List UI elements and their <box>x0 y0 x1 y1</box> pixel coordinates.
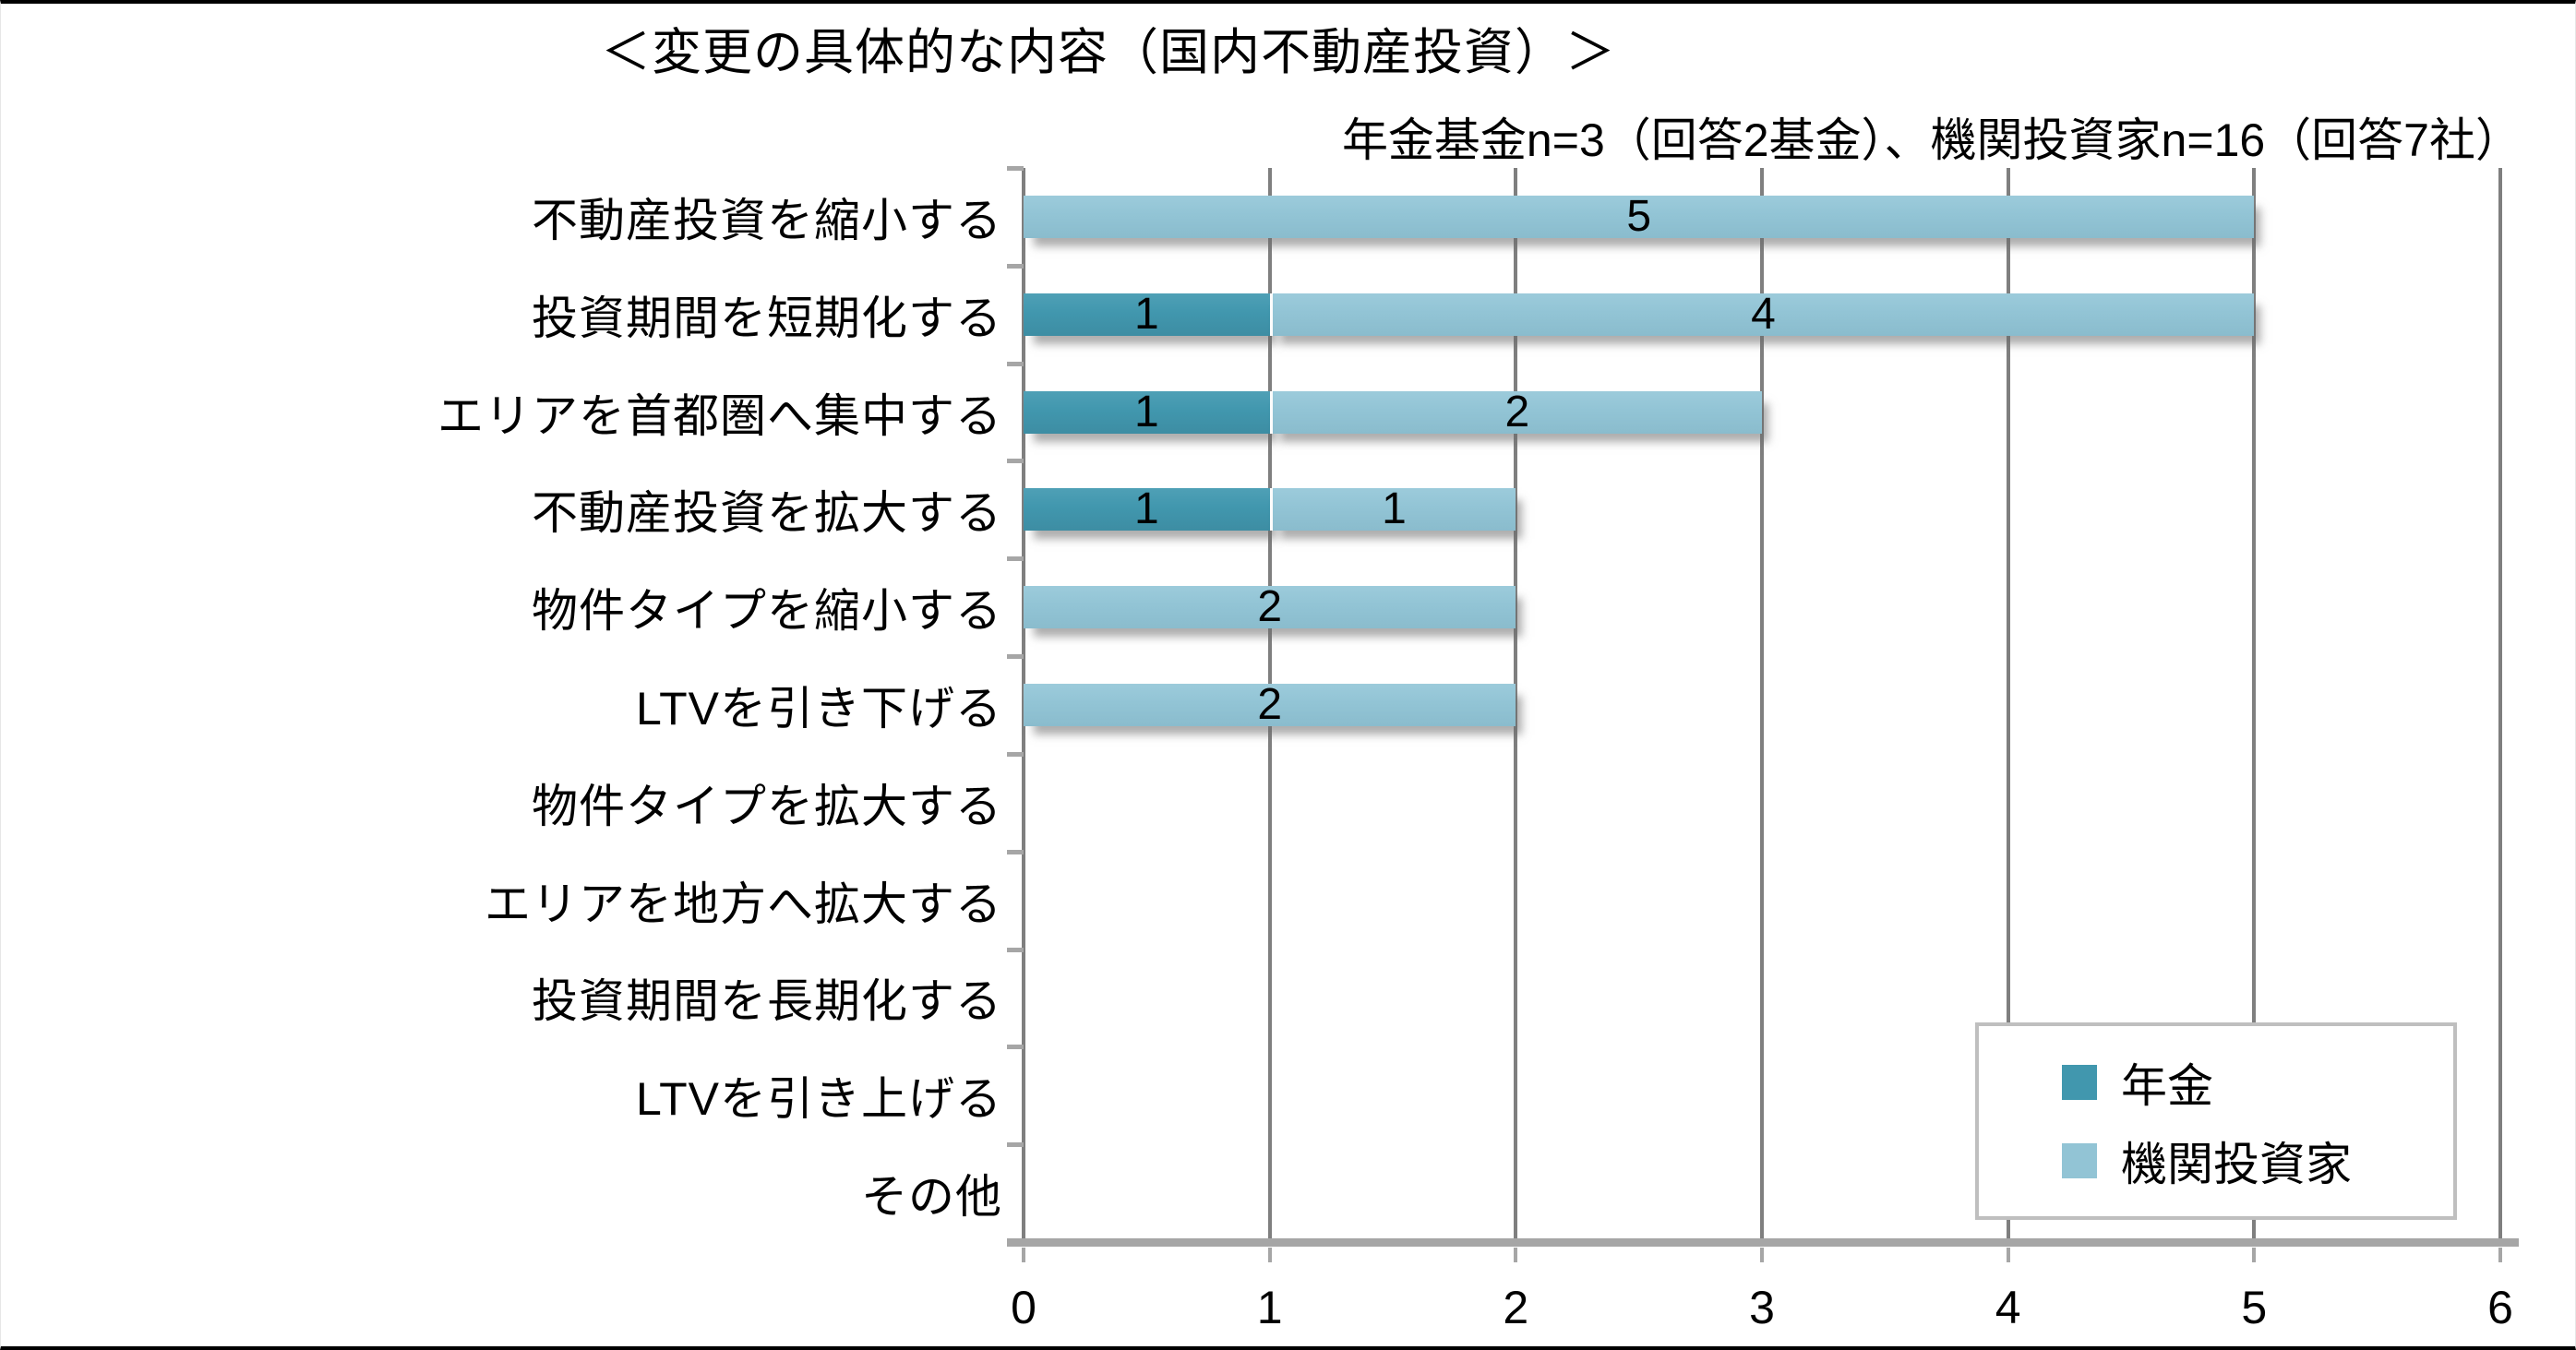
institutional-series-swatch-icon <box>2062 1142 2097 1178</box>
gridline <box>2252 168 2257 1242</box>
x-axis-tick <box>1514 1248 1518 1262</box>
legend-label: 機関投資家 <box>2121 1138 2352 1190</box>
x-axis-tick <box>1022 1248 1025 1262</box>
chart-title: ＜変更の具体的な内容（国内不動産投資）＞ <box>601 25 1616 80</box>
category-axis-tick <box>1007 556 1024 562</box>
x-tick-label: 2 <box>1503 1282 1529 1333</box>
bar-value-label: 2 <box>1257 680 1283 730</box>
legend-item-pension: 年金 <box>2062 1049 2453 1116</box>
category-axis-tick <box>1007 263 1024 269</box>
x-axis-tick <box>2252 1248 2257 1262</box>
x-axis-tick <box>2006 1248 2010 1262</box>
category-axis: 不動産投資を縮小する 投資期間を短期化するエリアを首都圏へ集中する不動産投資を拡大… <box>1 168 1002 1242</box>
legend: 年金 機関投資家 <box>1975 1022 2457 1220</box>
category-axis-tick <box>1007 166 1024 171</box>
gridline <box>2498 168 2502 1242</box>
x-axis-line <box>1007 1238 2519 1247</box>
bar-value-label: 1 <box>1133 484 1159 534</box>
category-axis-tick <box>1007 1142 1024 1148</box>
bar-segment: 1 <box>1269 484 1516 534</box>
category-label: LTVを引き下げる <box>636 682 1002 735</box>
bar-segment: 1 <box>1024 484 1270 534</box>
chart-subtitle-sample-sizes: 年金基金n=3（回答2基金）、機関投資家n=16（回答7社） <box>1341 114 2522 166</box>
bar-value-label: 5 <box>1626 192 1652 241</box>
category-label: 物件タイプを拡大する <box>532 780 1002 832</box>
category-label: 不動産投資を拡大する <box>532 487 1002 540</box>
bar-segment: 1 <box>1024 387 1270 436</box>
category-axis-tick <box>1007 1240 1024 1245</box>
x-tick-label: 5 <box>2241 1282 2268 1333</box>
x-tick-label: 3 <box>1749 1282 1775 1333</box>
plot-area: 5 1 4 1 2 1 1 2 2 <box>1007 168 2519 1262</box>
x-tick-label: 1 <box>1256 1282 1283 1333</box>
bar-segment: 2 <box>1269 387 1762 436</box>
gridline <box>2006 168 2010 1242</box>
pension-series-swatch-icon <box>2062 1064 2097 1100</box>
bar-value-label: 4 <box>1751 289 1776 339</box>
bar-segment: 2 <box>1024 680 1516 730</box>
bar-value-label: 2 <box>1257 582 1283 632</box>
category-label: その他 <box>861 1171 1002 1224</box>
category-label: 投資期間を短期化する <box>532 292 1002 344</box>
x-axis-tick <box>1267 1248 1272 1262</box>
category-axis-tick <box>1007 1045 1024 1050</box>
bar-segment: 5 <box>1024 192 2255 241</box>
x-axis-tick <box>1760 1248 1764 1262</box>
bar-segment: 2 <box>1024 582 1516 632</box>
legend-item-institutional: 機関投資家 <box>2062 1128 2453 1194</box>
x-tick-label: 6 <box>2487 1282 2513 1333</box>
category-axis-tick <box>1007 459 1024 464</box>
category-label: 投資期間を長期化する <box>532 975 1002 1028</box>
category-label: 物件タイプを縮小する <box>532 585 1002 638</box>
bar-segment: 4 <box>1269 289 2255 339</box>
x-axis-tick <box>2498 1248 2502 1262</box>
category-axis-tick <box>1007 751 1024 757</box>
gridline <box>1514 168 1518 1242</box>
bar-value-label: 1 <box>1382 484 1407 534</box>
category-axis-tick <box>1007 654 1024 660</box>
bar-value-label: 1 <box>1133 289 1159 339</box>
category-axis-tick <box>1007 849 1024 854</box>
x-tick-label: 0 <box>1011 1282 1036 1333</box>
x-tick-label: 4 <box>1995 1282 2021 1333</box>
legend-label: 年金 <box>2121 1059 2213 1112</box>
category-label: エリアを地方へ拡大する <box>485 878 1002 930</box>
bar-value-label: 1 <box>1133 387 1159 436</box>
gridline <box>1760 168 1764 1242</box>
category-label: エリアを首都圏へ集中する <box>437 389 1002 442</box>
category-label: 不動産投資を縮小する <box>532 194 1002 246</box>
category-label: LTVを引き上げる <box>636 1073 1002 1126</box>
category-axis-tick <box>1007 361 1024 366</box>
bar-segment: 1 <box>1024 289 1270 339</box>
bar-value-label: 2 <box>1504 387 1530 436</box>
category-axis-tick <box>1007 947 1024 952</box>
